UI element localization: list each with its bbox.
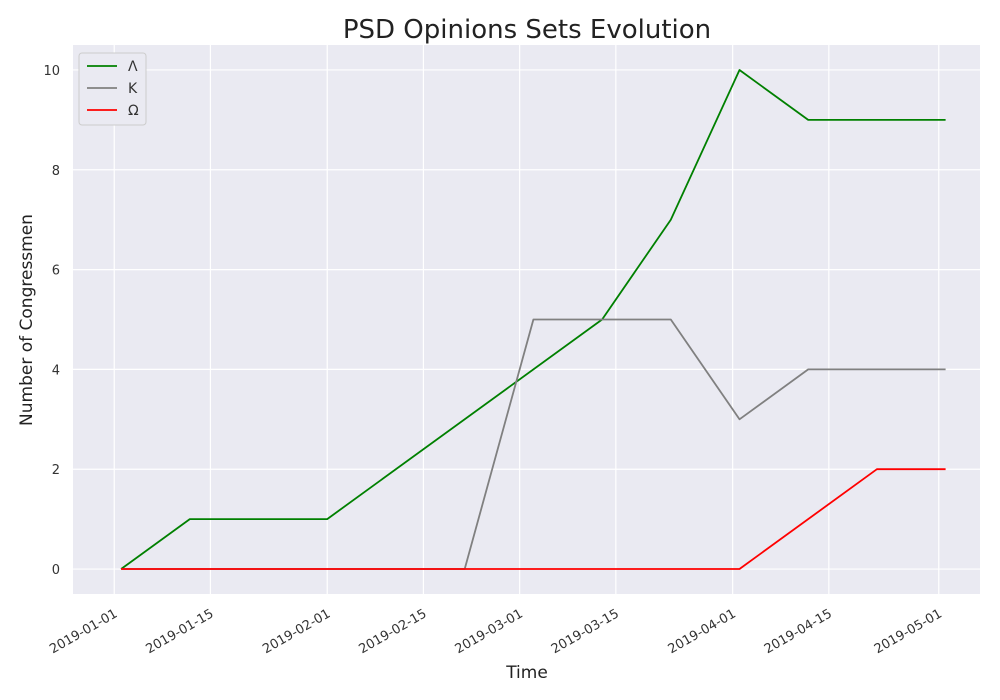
x-tick-label: 2019-02-01 <box>260 606 333 657</box>
x-tick-label: 2019-01-01 <box>47 606 120 657</box>
legend: ΛKΩ <box>78 52 147 126</box>
legend-label-3: Ω <box>128 103 139 119</box>
grid <box>73 45 980 594</box>
legend-label-2: K <box>128 81 138 97</box>
x-tick-label: 2019-03-15 <box>549 606 622 657</box>
y-tick-label: 8 <box>52 164 60 179</box>
x-tick-label: 2019-01-15 <box>143 606 216 657</box>
y-tick-label: 2 <box>52 463 60 478</box>
x-tick-label: 2019-05-01 <box>872 606 945 657</box>
series-line-1 <box>120 69 946 570</box>
plot-background <box>73 45 980 594</box>
x-tick-label: 2019-04-01 <box>666 606 739 657</box>
y-tick-label: 0 <box>52 563 60 578</box>
y-axis-ticks: 0 2 4 6 8 10 <box>43 64 60 578</box>
x-tick-label: 2019-02-15 <box>356 606 429 657</box>
y-tick-label: 10 <box>43 64 60 79</box>
y-tick-label: 4 <box>52 363 60 378</box>
x-axis-label: Time <box>505 663 548 683</box>
series-lines <box>120 69 946 570</box>
y-tick-label: 6 <box>52 264 60 279</box>
legend-label-1: Λ <box>128 59 138 75</box>
y-axis-label: Number of Congressmen <box>17 214 37 426</box>
legend-box <box>78 52 147 126</box>
chart-title: PSD Opinions Sets Evolution <box>343 15 711 45</box>
series-line-3 <box>121 468 946 570</box>
x-tick-label: 2019-04-15 <box>762 606 835 657</box>
x-axis-ticks: 2019-01-01 2019-01-15 2019-02-01 2019-02-15… <box>47 606 944 657</box>
x-tick-label: 2019-03-01 <box>453 606 526 657</box>
